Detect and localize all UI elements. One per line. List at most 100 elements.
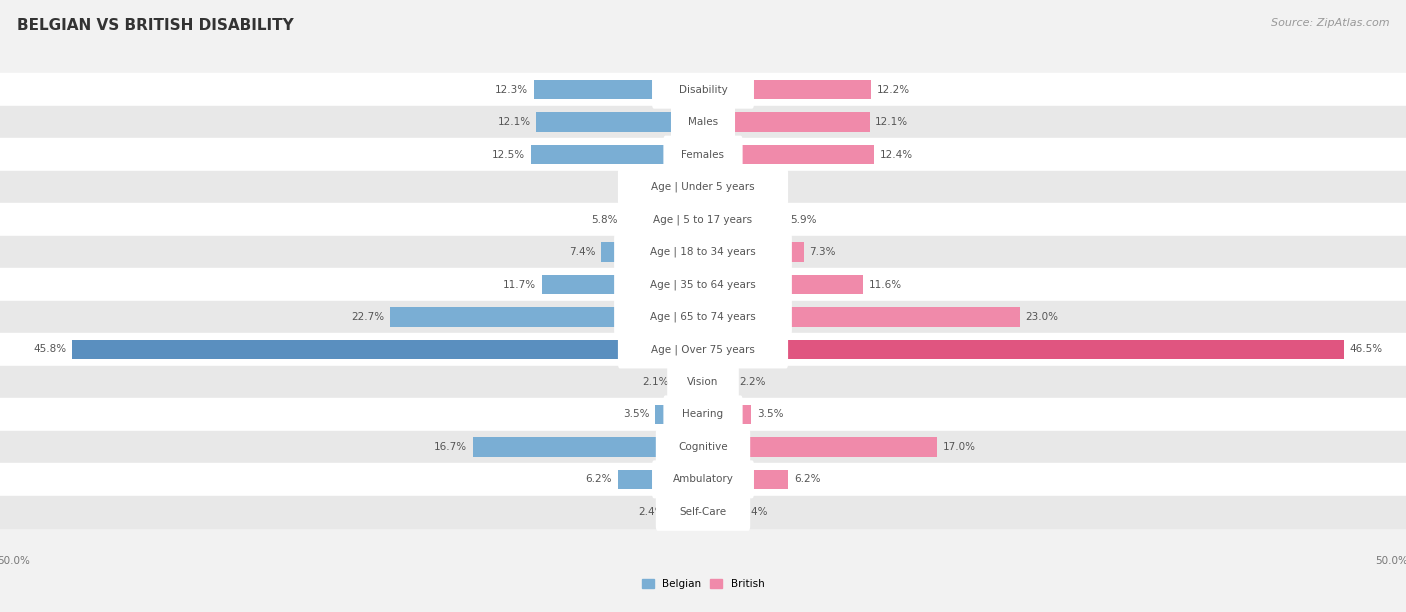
Bar [536, 113, 703, 132]
Text: 23.0%: 23.0% [1025, 312, 1059, 322]
Text: Age | Under 5 years: Age | Under 5 years [651, 182, 755, 192]
Text: Disability: Disability [679, 84, 727, 95]
Bar [655, 405, 703, 424]
Bar [703, 437, 938, 457]
Text: 11.7%: 11.7% [503, 280, 536, 289]
FancyBboxPatch shape [617, 330, 789, 368]
Bar [703, 242, 804, 262]
Bar [703, 372, 734, 392]
Text: 1.4%: 1.4% [652, 182, 678, 192]
Text: 12.5%: 12.5% [492, 149, 526, 160]
Bar [0, 431, 1406, 463]
Text: 16.7%: 16.7% [434, 442, 467, 452]
Bar [533, 80, 703, 99]
Text: Hearing: Hearing [682, 409, 724, 419]
Bar [617, 469, 703, 489]
Bar [0, 366, 1406, 398]
Text: 12.2%: 12.2% [876, 84, 910, 95]
FancyBboxPatch shape [668, 363, 738, 401]
FancyBboxPatch shape [655, 493, 751, 531]
Bar [703, 275, 863, 294]
Text: 12.3%: 12.3% [495, 84, 529, 95]
Text: 3.5%: 3.5% [756, 409, 783, 419]
FancyBboxPatch shape [652, 70, 754, 109]
Text: 12.1%: 12.1% [498, 117, 531, 127]
Text: Ambulatory: Ambulatory [672, 474, 734, 484]
Text: 12.4%: 12.4% [879, 149, 912, 160]
Bar [0, 236, 1406, 268]
FancyBboxPatch shape [671, 103, 735, 141]
Bar [531, 145, 703, 165]
FancyBboxPatch shape [652, 460, 754, 498]
Text: Age | Over 75 years: Age | Over 75 years [651, 344, 755, 355]
Bar [703, 80, 872, 99]
Bar [703, 469, 789, 489]
FancyBboxPatch shape [617, 168, 789, 206]
Text: 2.2%: 2.2% [738, 377, 765, 387]
Text: BELGIAN VS BRITISH DISABILITY: BELGIAN VS BRITISH DISABILITY [17, 18, 294, 34]
Bar [703, 405, 751, 424]
Legend: Belgian, British: Belgian, British [637, 575, 769, 593]
FancyBboxPatch shape [614, 233, 792, 271]
Bar [0, 73, 1406, 106]
Text: 5.8%: 5.8% [591, 215, 617, 225]
Bar [669, 502, 703, 521]
Bar [391, 307, 703, 327]
Text: 2.1%: 2.1% [643, 377, 669, 387]
Bar [623, 210, 703, 230]
Text: 46.5%: 46.5% [1350, 345, 1382, 354]
Text: 17.0%: 17.0% [943, 442, 976, 452]
Text: Age | 18 to 34 years: Age | 18 to 34 years [650, 247, 756, 257]
Bar [0, 398, 1406, 431]
Bar [703, 502, 737, 521]
Bar [703, 177, 724, 197]
Bar [72, 340, 703, 359]
Bar [0, 138, 1406, 171]
Text: Females: Females [682, 149, 724, 160]
Text: Males: Males [688, 117, 718, 127]
Bar [0, 463, 1406, 496]
Text: 2.4%: 2.4% [741, 507, 768, 517]
Bar [703, 113, 870, 132]
FancyBboxPatch shape [655, 428, 751, 466]
Bar [703, 307, 1019, 327]
Bar [0, 106, 1406, 138]
Text: Vision: Vision [688, 377, 718, 387]
Bar [683, 177, 703, 197]
Bar [600, 242, 703, 262]
Text: Self-Care: Self-Care [679, 507, 727, 517]
Text: 12.1%: 12.1% [875, 117, 908, 127]
Text: 7.4%: 7.4% [569, 247, 596, 257]
Text: Source: ZipAtlas.com: Source: ZipAtlas.com [1271, 18, 1389, 28]
Bar [0, 203, 1406, 236]
Text: 5.9%: 5.9% [790, 215, 817, 225]
Bar [0, 171, 1406, 203]
Bar [472, 437, 703, 457]
Bar [0, 333, 1406, 366]
Text: Cognitive: Cognitive [678, 442, 728, 452]
Text: Age | 65 to 74 years: Age | 65 to 74 years [650, 312, 756, 323]
Bar [703, 145, 875, 165]
FancyBboxPatch shape [664, 136, 742, 174]
Bar [673, 372, 703, 392]
FancyBboxPatch shape [664, 395, 742, 433]
Bar [703, 340, 1344, 359]
Text: Age | 5 to 17 years: Age | 5 to 17 years [654, 214, 752, 225]
Text: 1.5%: 1.5% [730, 182, 755, 192]
Text: 6.2%: 6.2% [794, 474, 821, 484]
FancyBboxPatch shape [614, 298, 792, 336]
Text: 22.7%: 22.7% [352, 312, 385, 322]
Text: Age | 35 to 64 years: Age | 35 to 64 years [650, 279, 756, 289]
Bar [0, 300, 1406, 333]
Text: 2.4%: 2.4% [638, 507, 665, 517]
FancyBboxPatch shape [614, 266, 792, 304]
Text: 7.3%: 7.3% [808, 247, 835, 257]
Bar [0, 268, 1406, 300]
Text: 6.2%: 6.2% [585, 474, 612, 484]
Text: 45.8%: 45.8% [34, 345, 66, 354]
Text: 3.5%: 3.5% [623, 409, 650, 419]
FancyBboxPatch shape [617, 201, 789, 239]
Bar [0, 496, 1406, 528]
Bar [541, 275, 703, 294]
Text: 11.6%: 11.6% [869, 280, 901, 289]
